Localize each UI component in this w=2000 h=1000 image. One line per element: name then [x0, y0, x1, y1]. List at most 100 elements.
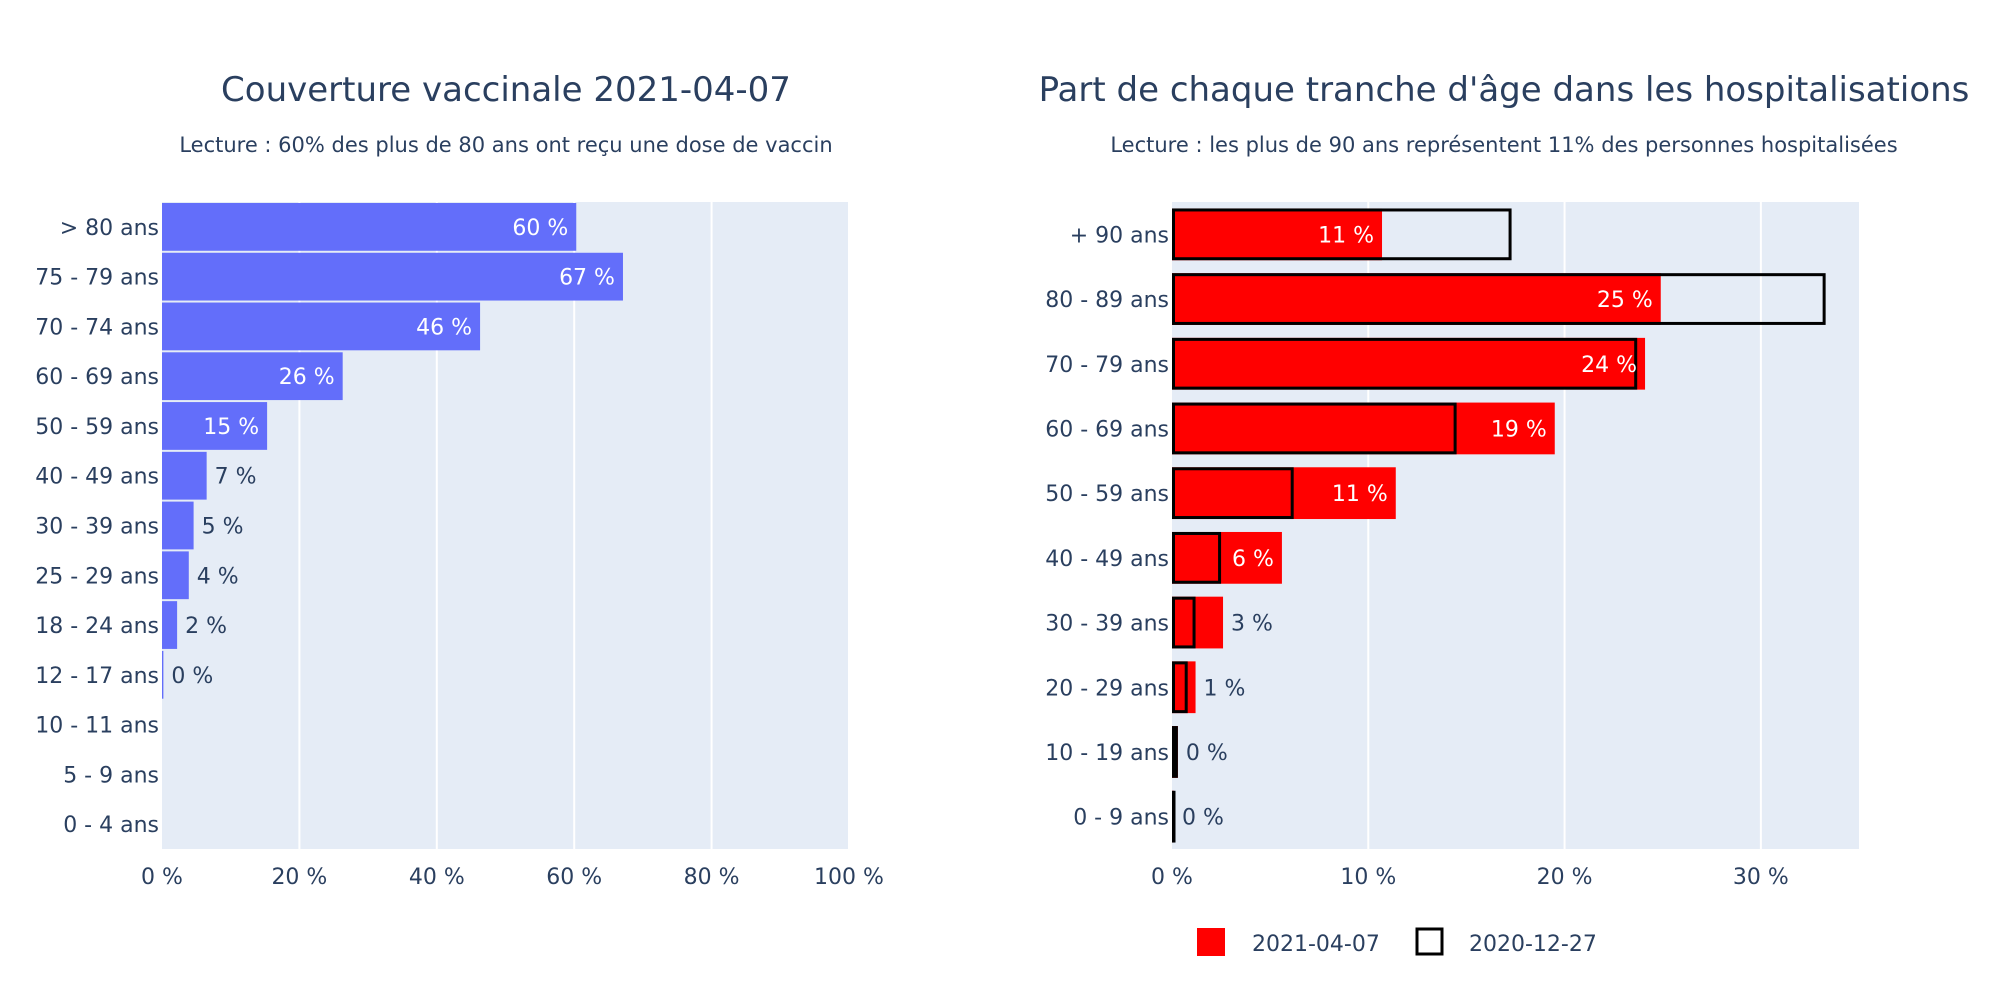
- chart-subtitle: Lecture : les plus de 90 ans représenten…: [1110, 133, 1897, 157]
- x-tick-labels: 0 % 10 % 20 % 30 %: [1151, 865, 1789, 890]
- bar-40-49-ans: [162, 451, 207, 500]
- data-label-50-59-ans: 15 %: [203, 415, 259, 440]
- legend: 2021-04-07 2020-12-27: [1197, 927, 1597, 957]
- bar-2020-12-27-70-79-ans: [1172, 337, 1638, 390]
- chart-hospitalisation-share: Part de chaque tranche d'âge dans les ho…: [1039, 70, 1970, 957]
- data-label-60-69-ans: 19 %: [1491, 417, 1547, 442]
- data-label-70-74-ans: 46 %: [416, 315, 472, 340]
- x-tick-label: 20 %: [1537, 865, 1593, 890]
- y-tick-label-40-49-ans: 40 - 49 ans: [35, 465, 159, 490]
- y-tick-label-50-59-ans: 50 - 59 ans: [35, 415, 159, 440]
- legend-label: 2020-12-27: [1469, 932, 1597, 957]
- x-tick-label: 60 %: [546, 865, 602, 890]
- bar-2021-04-07-80-89-ans: [1172, 273, 1661, 325]
- x-tick-label: 0 %: [1151, 865, 1193, 890]
- x-tick-label: 0 %: [141, 865, 183, 890]
- y-tick-label-40-49-ans: 40 - 49 ans: [1045, 547, 1169, 572]
- bar-2021-04-07-20-29-ans: [1172, 661, 1196, 714]
- y-tick-label-5-9-ans: 5 - 9 ans: [63, 763, 159, 788]
- bar-2020-12-27-10-19-ans: [1172, 726, 1178, 778]
- data-label-10-19-ans: 0 %: [1186, 741, 1228, 766]
- y-tick-label-10-11-ans: 10 - 11 ans: [35, 714, 159, 739]
- data-label-30-39-ans: 3 %: [1231, 612, 1273, 637]
- bar-2021-04-07-90-ans: [1172, 208, 1383, 261]
- x-tick-label: 20 %: [271, 865, 327, 890]
- y-tick-label-60-69-ans: 60 - 69 ans: [1045, 417, 1169, 442]
- y-tick-label-30-39-ans: 30 - 39 ans: [35, 515, 159, 540]
- data-label-30-39-ans: 5 %: [202, 515, 244, 540]
- data-label-25-29-ans: 4 %: [197, 564, 239, 589]
- bar-50-59-ans: [162, 402, 268, 450]
- legend-swatch-outline: [1415, 927, 1444, 956]
- bar-30-39-ans: [162, 501, 194, 550]
- bar-2020-12-27-50-59-ans: [1172, 467, 1294, 520]
- bar-2020-12-27-60-69-ans: [1172, 402, 1457, 455]
- bar-2020-12-27-90-ans: [1172, 208, 1512, 261]
- legend-item-2020-12-27[interactable]: 2020-12-27: [1415, 927, 1597, 957]
- chart-subtitle: Lecture : 60% des plus de 80 ans ont reç…: [179, 133, 832, 157]
- bar-2021-04-07-30-39-ans: [1172, 596, 1224, 649]
- y-tick-label-0-4-ans: 0 - 4 ans: [63, 813, 159, 838]
- y-tick-label-60-69-ans: 60 - 69 ans: [35, 365, 159, 390]
- chart-title: Couverture vaccinale 2021-04-07: [221, 70, 791, 110]
- x-tick-labels: 0 % 20 % 40 % 60 % 80 % 100 %: [141, 865, 884, 890]
- y-tick-label-70-74-ans: 70 - 74 ans: [35, 315, 159, 340]
- data-label-50-59-ans: 11 %: [1332, 482, 1388, 507]
- bar-60-69-ans: [162, 352, 343, 401]
- data-label-80-89-ans: 25 %: [1597, 288, 1653, 313]
- y-tick-label-90-ans: + 90 ans: [1070, 223, 1169, 248]
- bar-75-79-ans: [162, 252, 623, 301]
- data-label-60-69-ans: 26 %: [279, 365, 335, 390]
- x-tick-label: 10 %: [1340, 865, 1396, 890]
- data-label-90-ans: 11 %: [1318, 223, 1374, 248]
- bar-80-ans: [162, 202, 577, 251]
- x-tick-label: 80 %: [684, 865, 740, 890]
- data-label-70-79-ans: 24 %: [1581, 353, 1637, 378]
- y-tick-labels: > 80 ans 75 - 79 ans 70 - 74 ans 60 - 69 an…: [35, 216, 159, 838]
- bar-2020-12-27-20-29-ans: [1172, 661, 1188, 714]
- data-label-12-17-ans: 0 %: [171, 664, 213, 689]
- legend-item-2021-04-07[interactable]: 2021-04-07: [1197, 928, 1380, 957]
- bar-2020-12-27-0-9-ans: [1172, 790, 1176, 843]
- data-label-0-9-ans: 0 %: [1182, 806, 1224, 831]
- bars: [162, 202, 623, 699]
- bar-2020-12-27-80-89-ans: [1172, 273, 1826, 325]
- data-label-40-49-ans: 7 %: [215, 465, 257, 490]
- bar-25-29-ans: [162, 551, 189, 600]
- y-tick-label-80-ans: > 80 ans: [60, 216, 159, 241]
- y-tick-label-70-79-ans: 70 - 79 ans: [1045, 353, 1169, 378]
- y-tick-label-75-79-ans: 75 - 79 ans: [35, 266, 159, 291]
- data-labels: 60 % 67 % 46 % 26 % 15 % 7 % 5 % 4 % 2 % 0 %: [171, 216, 615, 689]
- y-tick-label-20-29-ans: 20 - 29 ans: [1045, 676, 1169, 701]
- bar-2021-04-07-70-79-ans: [1172, 337, 1646, 390]
- bar-2021-04-07-50-59-ans: [1172, 467, 1396, 520]
- bar-2020-12-27-30-39-ans: [1172, 596, 1196, 649]
- data-labels: 11 % 25 % 24 % 19 % 11 % 6 % 3 % 1 % 0 % 0 %: [1182, 223, 1653, 830]
- x-tick-label: 30 %: [1733, 865, 1789, 890]
- y-tick-label-50-59-ans: 50 - 59 ans: [1045, 482, 1169, 507]
- legend-label: 2021-04-07: [1252, 932, 1380, 957]
- y-tick-label-12-17-ans: 12 - 17 ans: [35, 664, 159, 689]
- bars: [1172, 208, 1826, 843]
- chart-title: Part de chaque tranche d'âge dans les ho…: [1039, 70, 1970, 110]
- y-tick-labels: + 90 ans 80 - 89 ans 70 - 79 ans 60 - 69 an…: [1045, 223, 1169, 830]
- y-tick-label-10-19-ans: 10 - 19 ans: [1045, 741, 1169, 766]
- x-tick-label: 100 %: [814, 865, 884, 890]
- data-label-40-49-ans: 6 %: [1232, 547, 1274, 572]
- y-tick-label-30-39-ans: 30 - 39 ans: [1045, 612, 1169, 637]
- data-label-80-ans: 60 %: [512, 216, 568, 241]
- data-label-75-79-ans: 67 %: [559, 266, 615, 291]
- y-tick-label-18-24-ans: 18 - 24 ans: [35, 614, 159, 639]
- bar-70-74-ans: [162, 302, 481, 351]
- bar-2021-04-07-60-69-ans: [1172, 402, 1555, 455]
- x-tick-label: 40 %: [409, 865, 465, 890]
- data-label-20-29-ans: 1 %: [1204, 676, 1246, 701]
- legend-swatch-filled: [1197, 928, 1225, 956]
- bar-2020-12-27-40-49-ans: [1172, 531, 1222, 584]
- data-label-18-24-ans: 2 %: [185, 614, 227, 639]
- bar-12-17-ans: [162, 650, 164, 699]
- bar-2021-04-07-40-49-ans: [1172, 531, 1282, 584]
- y-tick-label-80-89-ans: 80 - 89 ans: [1045, 288, 1169, 313]
- y-tick-label-0-9-ans: 0 - 9 ans: [1073, 806, 1169, 831]
